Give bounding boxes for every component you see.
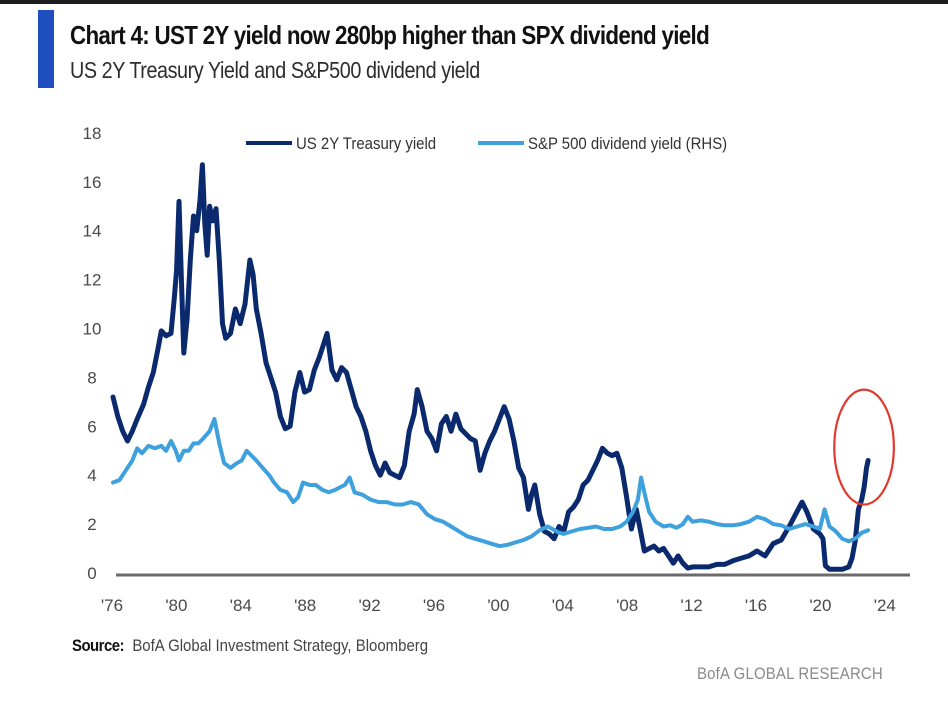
y-tick-label: 8 <box>87 368 96 387</box>
legend-label: S&P 500 dividend yield (RHS) <box>528 135 727 153</box>
annotations <box>833 388 895 506</box>
series-line-sp500-dividend-yield <box>111 417 871 549</box>
y-tick-label: 12 <box>83 271 102 290</box>
chart-title: Chart 4: UST 2Y yield now 280bp higher t… <box>70 20 710 50</box>
x-tick-label: '96 <box>423 596 445 615</box>
x-tick-label: '00 <box>487 596 509 615</box>
source-text: BofA Global Investment Strategy, Bloombe… <box>132 636 429 655</box>
series-line-us-2y-treasury <box>110 162 871 572</box>
x-tick-label: '80 <box>165 596 187 615</box>
x-tick-label: '12 <box>681 596 703 615</box>
y-tick-label: 16 <box>83 173 102 192</box>
x-tick-label: '76 <box>101 596 123 615</box>
source-note: Source: BofA Global Investment Strategy,… <box>72 636 428 656</box>
x-tick-label: '84 <box>230 596 252 615</box>
legend: US 2Y Treasury yield S&P 500 dividend yie… <box>246 135 727 153</box>
y-axis-ticks: 0 2 4 6 8 10 12 14 16 18 <box>83 124 102 583</box>
x-axis-ticks: '76 '80 '84 '88 '92 '96 '00 '04 '08 '12 '16 '20 '24 <box>101 596 896 615</box>
y-tick-label: 2 <box>87 515 96 534</box>
legend-label: US 2Y Treasury yield <box>296 135 436 153</box>
brand-label: BofA GLOBAL RESEARCH <box>697 664 883 683</box>
y-tick-label: 18 <box>83 124 102 143</box>
x-tick-label: '88 <box>294 596 316 615</box>
chart-subtitle: US 2Y Treasury Yield and S&P500 dividend… <box>70 57 480 83</box>
x-tick-label: '08 <box>616 596 638 615</box>
y-tick-label: 6 <box>87 417 96 436</box>
title-accent-bar <box>38 10 54 88</box>
x-tick-label: '04 <box>552 596 574 615</box>
y-tick-label: 14 <box>83 222 102 241</box>
y-tick-label: 10 <box>83 320 102 339</box>
y-tick-label: 4 <box>87 466 96 485</box>
highlight-ellipse <box>833 388 895 506</box>
x-tick-label: '16 <box>745 596 767 615</box>
window-top-band <box>0 0 948 4</box>
x-tick-label: '92 <box>359 596 381 615</box>
source-label: Source: <box>72 636 125 655</box>
x-tick-label: '24 <box>874 596 896 615</box>
y-tick-label: 0 <box>87 564 96 583</box>
series-lines <box>110 162 871 572</box>
x-tick-label: '20 <box>809 596 831 615</box>
